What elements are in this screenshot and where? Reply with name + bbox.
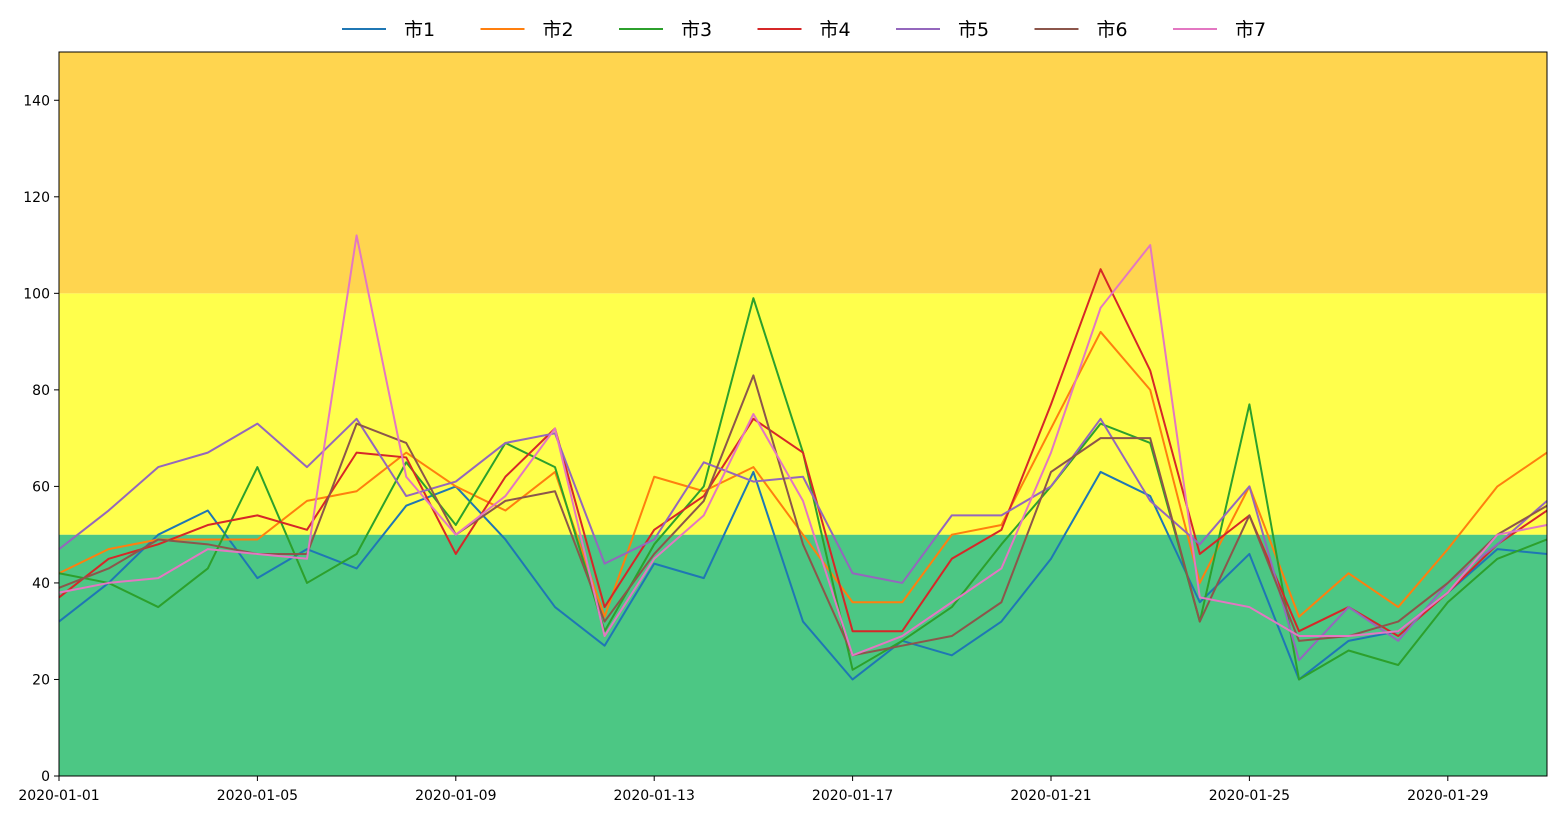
band-2 <box>59 52 1547 294</box>
y-tick-label: 0 <box>41 769 50 785</box>
background-bands <box>59 52 1547 776</box>
legend-label: 市6 <box>1097 19 1128 41</box>
series-line-5 <box>58 417 1548 662</box>
legend-label: 市5 <box>958 19 989 41</box>
legend-item-7: 市7 <box>1173 19 1266 41</box>
y-tick-label: 140 <box>23 93 50 109</box>
plot-frame <box>58 51 1548 777</box>
legend-label: 市2 <box>543 19 574 41</box>
x-tick-label: 2020-01-25 <box>1209 788 1290 804</box>
legend-item-5: 市5 <box>896 19 989 41</box>
legend: 市1 市2 市3 市4 市5 市6 市7 <box>342 19 1266 41</box>
x-tick-label: 2020-01-05 <box>217 788 298 804</box>
y-tick-label: 100 <box>23 286 50 302</box>
y-axis: 0 20 40 60 80 100 120 140 <box>23 93 59 785</box>
series-lines <box>58 234 1548 681</box>
x-tick-label: 2020-01-01 <box>18 788 99 804</box>
x-tick-label: 2020-01-21 <box>1010 788 1091 804</box>
y-tick-label: 120 <box>23 190 50 206</box>
legend-label: 市4 <box>820 19 851 41</box>
series-line-7 <box>58 234 1548 657</box>
x-tick-label: 2020-01-17 <box>812 788 893 804</box>
legend-item-2: 市2 <box>480 19 574 41</box>
legend-item-6: 市6 <box>1034 19 1128 41</box>
band-0 <box>59 534 1547 776</box>
legend-label: 市3 <box>681 19 712 41</box>
legend-item-3: 市3 <box>619 19 712 41</box>
y-tick-label: 80 <box>32 383 50 399</box>
y-tick-label: 20 <box>32 672 50 688</box>
y-tick-label: 60 <box>32 479 50 495</box>
series-line-2 <box>58 330 1548 618</box>
y-tick-label: 40 <box>32 576 50 592</box>
x-tick-label: 2020-01-13 <box>614 788 695 804</box>
legend-label: 市1 <box>404 19 435 41</box>
x-tick-label: 2020-01-09 <box>415 788 496 804</box>
band-1 <box>59 293 1547 535</box>
legend-item-4: 市4 <box>757 19 851 41</box>
series-line-4 <box>58 268 1548 638</box>
legend-label: 市7 <box>1235 19 1266 41</box>
x-tick-label: 2020-01-29 <box>1407 788 1488 804</box>
x-axis: 2020-01-01 2020-01-05 2020-01-09 2020-01-13… <box>18 776 1488 804</box>
legend-item-1: 市1 <box>342 19 435 41</box>
